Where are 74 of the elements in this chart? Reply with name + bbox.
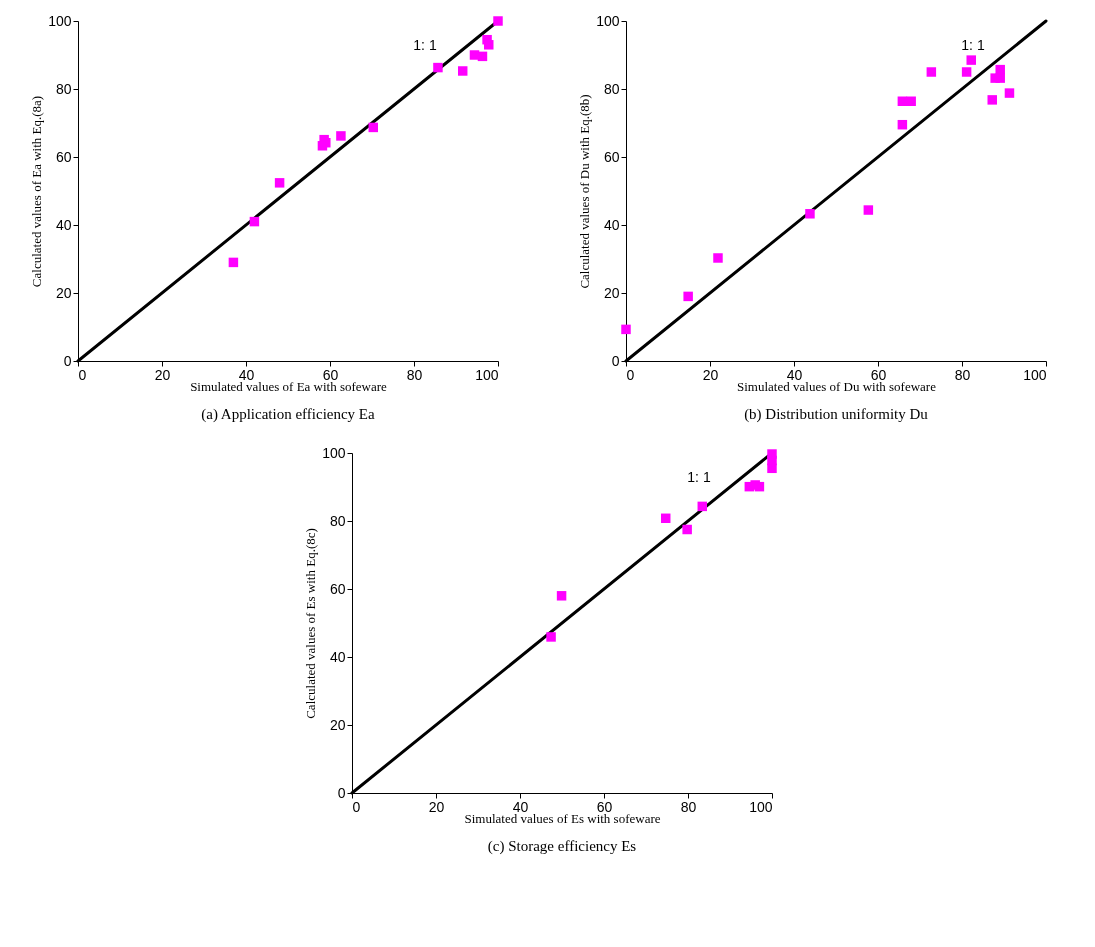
point xyxy=(545,632,556,642)
x-tick-label: 0 xyxy=(352,798,360,815)
point xyxy=(805,209,815,219)
y-tick-label: 80 xyxy=(329,512,346,529)
point xyxy=(556,591,566,601)
point xyxy=(966,55,976,65)
x-tick-label: 80 xyxy=(680,798,696,815)
text: (b) Distribution uniformity Du xyxy=(744,406,929,423)
point xyxy=(274,178,284,188)
y-tick-label: 100 xyxy=(47,12,72,29)
y-tick-label: 60 xyxy=(55,148,72,165)
y-tick-label: 20 xyxy=(55,284,72,301)
point xyxy=(469,50,479,60)
x-tick-label: 40 xyxy=(238,366,254,383)
text: (c) Storage efficiency Es xyxy=(487,838,636,855)
x-tick-label: 0 xyxy=(78,366,86,383)
y-tick-label: 100 xyxy=(596,12,620,29)
point xyxy=(335,131,346,141)
y-axis-title: Calculated values of Du with Eq.(8b) xyxy=(577,94,593,289)
y-tick-label: 40 xyxy=(55,216,72,233)
point xyxy=(683,291,693,302)
x-tick-label: 60 xyxy=(870,366,887,383)
x-tick-label: 100 xyxy=(474,366,499,383)
y-tick-label: 20 xyxy=(329,716,346,733)
point xyxy=(432,62,443,73)
y-tick-label: 20 xyxy=(603,284,620,301)
annotation: 1: 1 xyxy=(961,37,985,53)
x-tick-label: 20 xyxy=(702,366,719,383)
y-tick-label: 100 xyxy=(321,444,346,461)
y-tick-label: 80 xyxy=(603,80,620,97)
y-axis-title: Calculated values of Es with Eq.(8c) xyxy=(302,528,318,719)
x-tick-label: 0 xyxy=(626,366,635,383)
point xyxy=(492,16,503,26)
point xyxy=(995,73,1005,83)
y-tick-label: 40 xyxy=(329,648,346,665)
y-axis-title: Calculated values of Ea with Eq.(8a) xyxy=(28,95,44,288)
y-tick-label: 0 xyxy=(611,352,620,369)
point xyxy=(483,40,493,50)
point xyxy=(766,463,777,474)
y-tick-label: 80 xyxy=(55,80,72,97)
point xyxy=(457,66,467,76)
point xyxy=(1004,88,1015,98)
text: (a) Application efficiency Ea xyxy=(200,406,375,423)
point xyxy=(863,205,874,215)
point xyxy=(660,513,670,524)
y-tick-label: 40 xyxy=(603,216,620,233)
x-tick-label: 20 xyxy=(428,798,444,815)
y-tick-label: 60 xyxy=(603,148,620,165)
point xyxy=(697,501,707,512)
point xyxy=(713,253,723,263)
point xyxy=(228,257,238,268)
x-tick-label: 100 xyxy=(748,798,773,815)
point xyxy=(961,67,972,77)
x-tick-label: 40 xyxy=(512,798,528,815)
point xyxy=(754,481,764,492)
point xyxy=(249,216,259,227)
point xyxy=(368,122,378,133)
point xyxy=(897,119,908,130)
x-tick-label: 40 xyxy=(786,366,803,383)
point xyxy=(681,524,692,535)
y-tick-label: 60 xyxy=(329,580,346,597)
point xyxy=(477,51,487,62)
x-tick-label: 80 xyxy=(954,366,971,383)
annotation: 1: 1 xyxy=(412,37,437,53)
x-tick-label: 20 xyxy=(154,366,170,383)
x-tick-label: 100 xyxy=(1023,366,1047,383)
point xyxy=(926,67,937,77)
point xyxy=(987,95,997,105)
x-tick-label: 80 xyxy=(406,366,422,383)
y-tick-label: 0 xyxy=(63,352,72,369)
point xyxy=(906,96,916,106)
y-tick-label: 0 xyxy=(337,784,346,801)
annotation: 1: 1 xyxy=(686,469,711,485)
point xyxy=(621,324,631,335)
